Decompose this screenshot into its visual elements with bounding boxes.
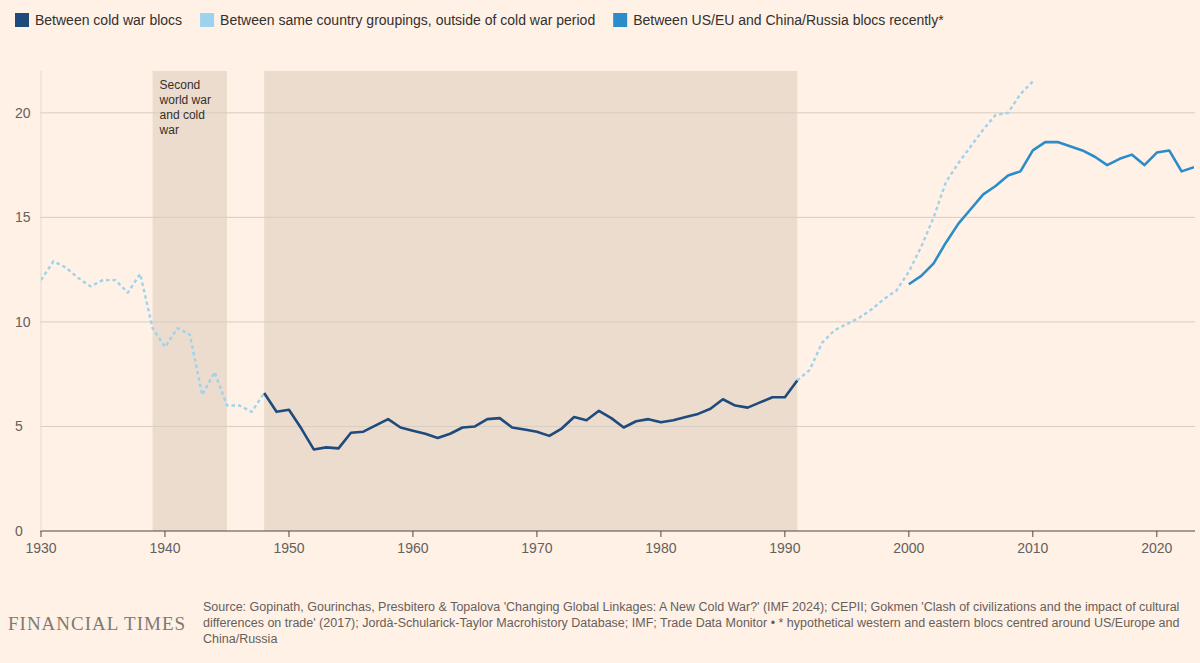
- branding: FINANCIAL TIMES: [8, 613, 186, 635]
- x-tick-label: 2020: [1141, 540, 1172, 556]
- x-tick: [660, 531, 661, 537]
- x-tick-label: 1950: [273, 540, 304, 556]
- x-tick: [164, 531, 165, 537]
- grid-line: [40, 112, 1195, 113]
- x-tick-label: 1970: [521, 540, 552, 556]
- grid-line: [40, 321, 1195, 322]
- y-axis-line: [41, 71, 42, 531]
- y-tick-label: 20: [15, 105, 31, 121]
- chart-container: 0 5 10 15 20 1930 1940 1950 1960 1970 1980 1990 2000…: [0, 0, 1200, 663]
- legend-label: Between same country groupings, outside …: [220, 12, 595, 28]
- lines: [41, 81, 1194, 449]
- x-tick-label: 2010: [1017, 540, 1048, 556]
- x-tick: [41, 531, 42, 537]
- y-tick-label: 10: [15, 314, 31, 330]
- grid-line: [40, 426, 1195, 427]
- shaded-periods: [153, 71, 798, 531]
- series-line: [264, 380, 797, 449]
- x-tick-label: 1990: [769, 540, 800, 556]
- legend-swatch: [200, 13, 214, 27]
- x-tick: [288, 531, 289, 537]
- x-tick-label: 1960: [397, 540, 428, 556]
- x-axis-line: [40, 530, 1195, 531]
- y-tick-label: 15: [15, 209, 31, 225]
- x-tick: [536, 531, 537, 537]
- series-line: [909, 142, 1194, 284]
- x-tick-label: 2000: [893, 540, 924, 556]
- legend-label: Between US/EU and China/Russia blocs rec…: [633, 12, 944, 28]
- x-tick-label: 1930: [25, 540, 56, 556]
- y-tick-label: 0: [15, 523, 23, 539]
- x-tick: [784, 531, 785, 537]
- y-tick-label: 5: [15, 418, 23, 434]
- grid-line: [40, 217, 1195, 218]
- shaded-period-label: Secondworld warand coldwar: [159, 78, 211, 137]
- shaded-period: [153, 71, 227, 531]
- legend-swatch: [15, 13, 29, 27]
- x-tick: [908, 531, 909, 537]
- x-tick: [1032, 531, 1033, 537]
- source-note: Source: Gopinath, Gourinchas, Presbitero…: [203, 599, 1195, 647]
- x-tick-label: 1980: [645, 540, 676, 556]
- x-tick: [1156, 531, 1157, 537]
- x-tick: [412, 531, 413, 537]
- legend-swatch: [613, 13, 627, 27]
- shaded-period: [264, 71, 797, 531]
- x-tick-label: 1940: [149, 540, 180, 556]
- series-line: [41, 81, 1033, 411]
- chart-svg: 0 5 10 15 20 1930 1940 1950 1960 1970 1980 1990 2000…: [0, 0, 1200, 663]
- legend-label: Between cold war blocs: [35, 12, 182, 28]
